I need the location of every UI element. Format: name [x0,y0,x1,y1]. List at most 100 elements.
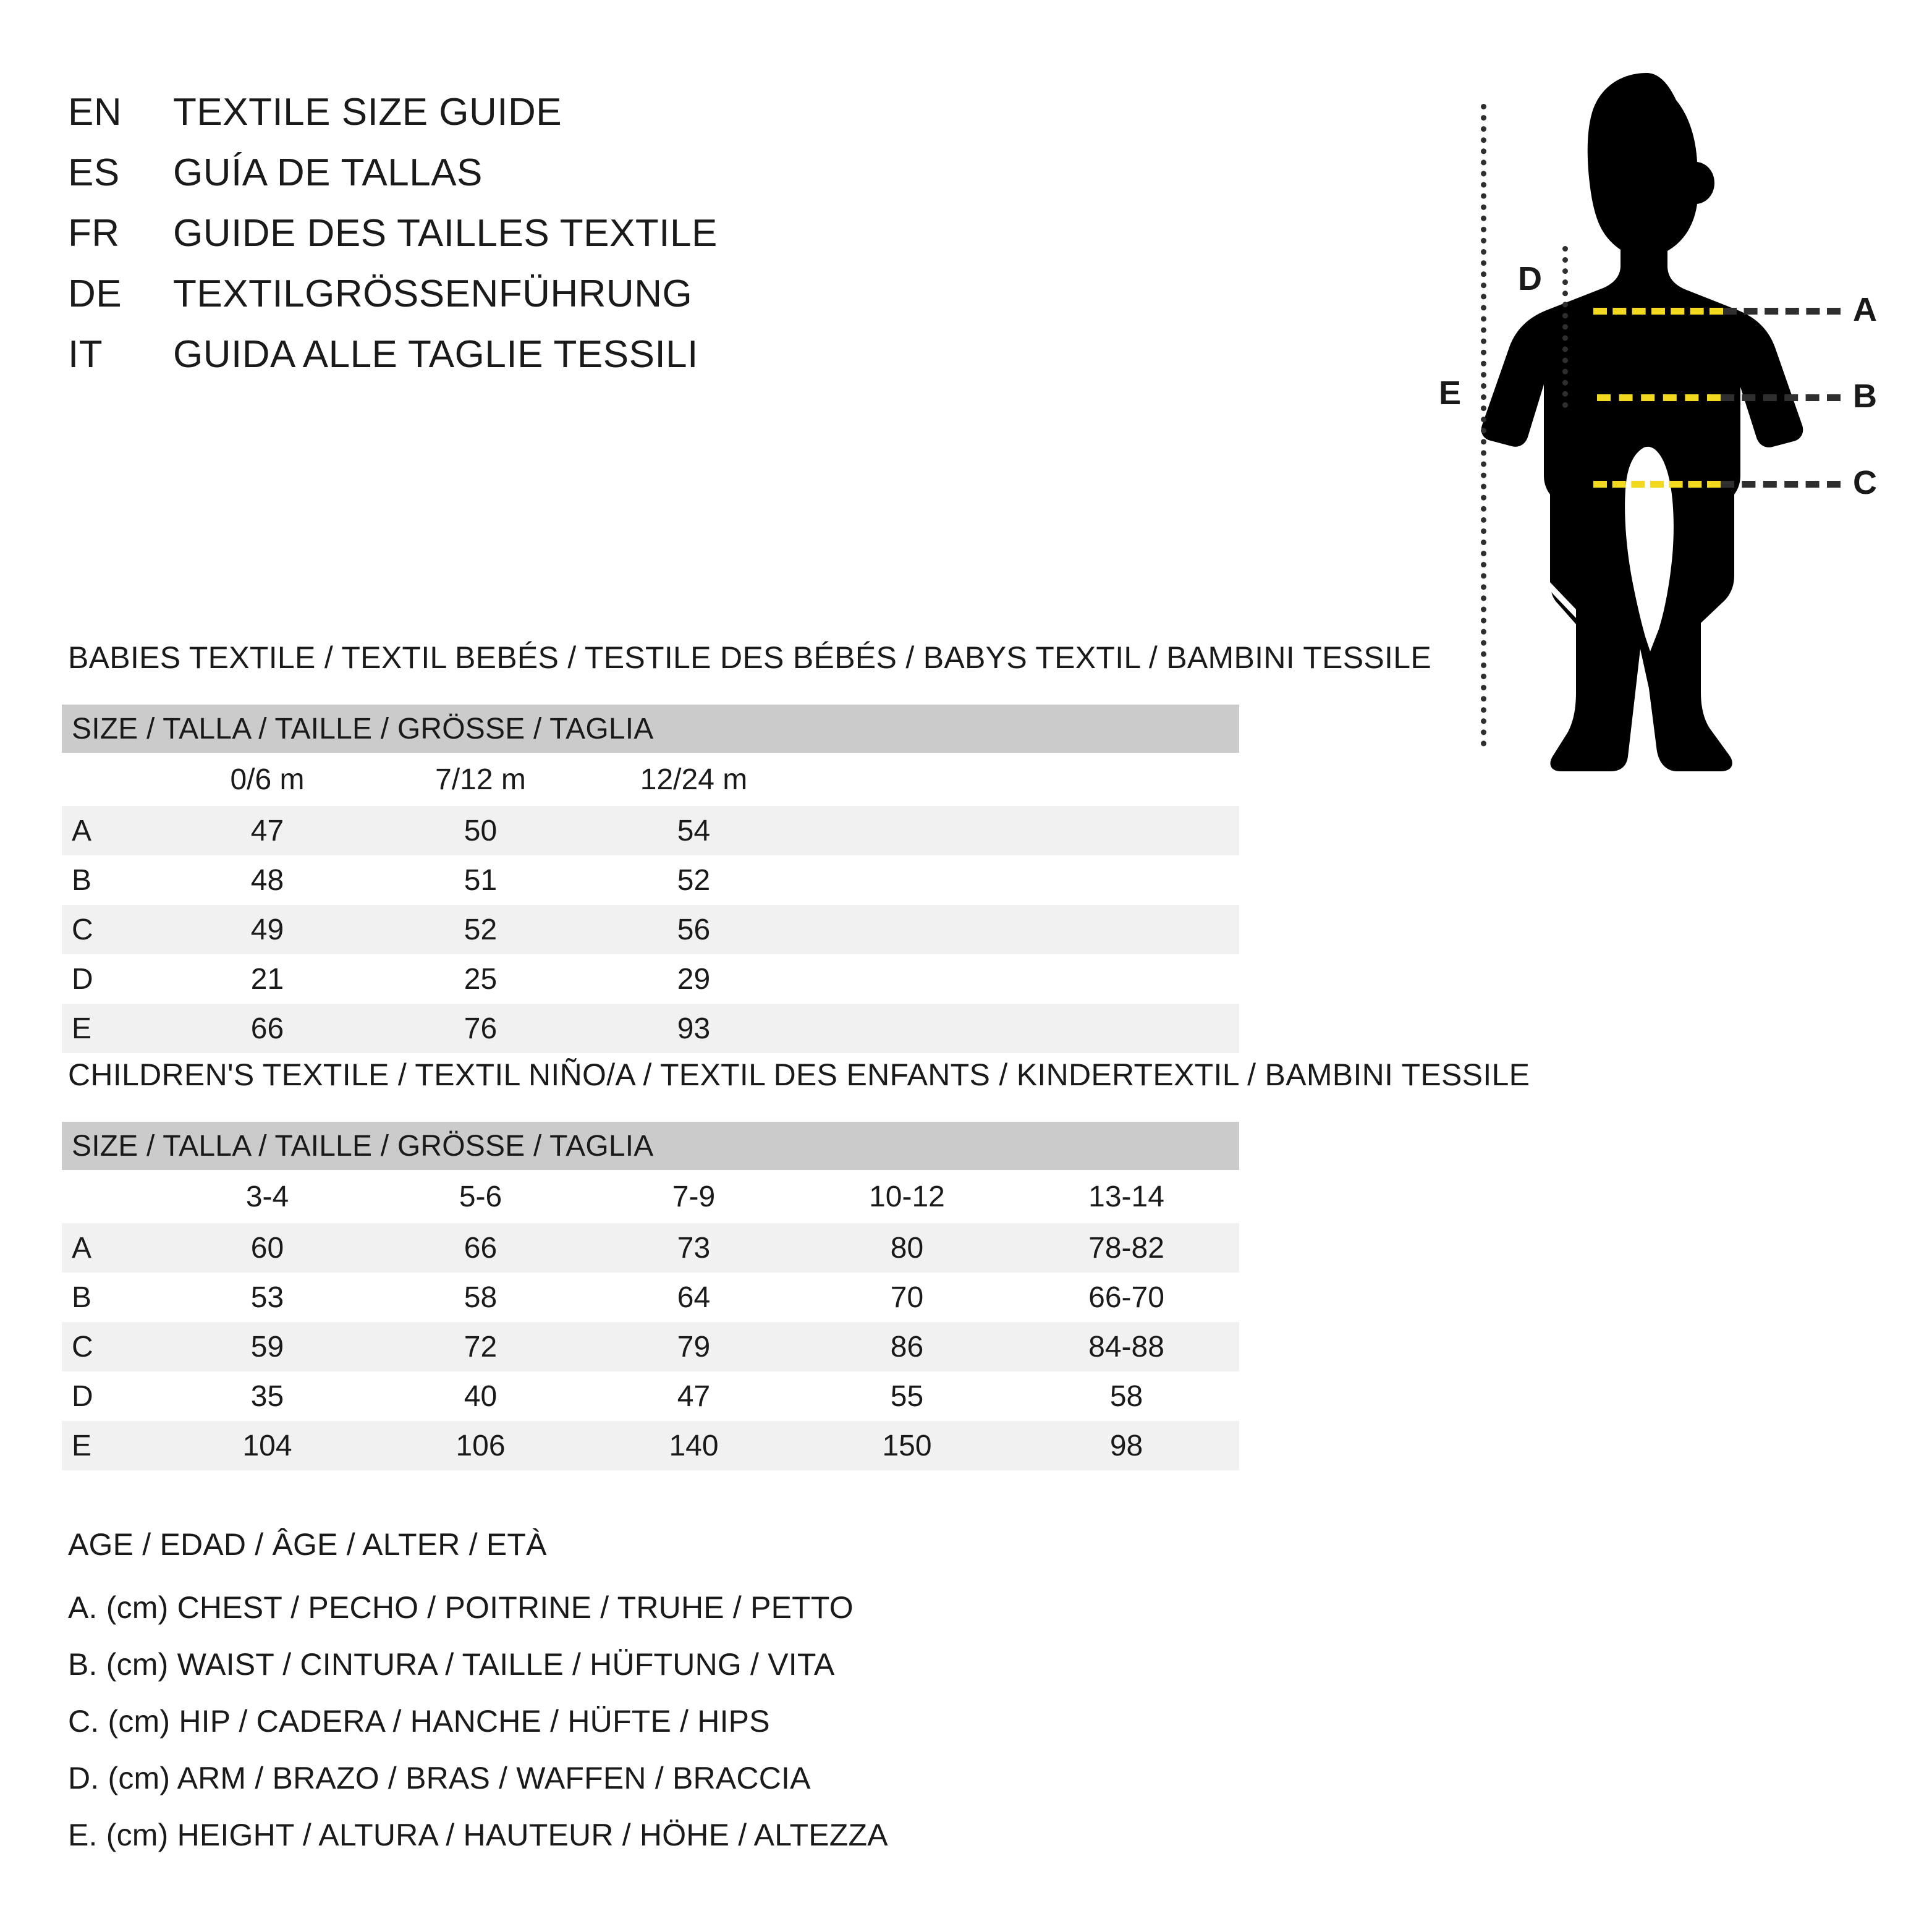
children-cell-e-1: 106 [374,1421,587,1470]
children-corner-cell [62,1170,161,1223]
language-code-it: IT [68,333,103,376]
children-cell-c-4: 84-88 [1014,1322,1240,1371]
babies-column-header-row: 0/6 m 7/12 m 12/24 m [62,753,1239,806]
children-row-label-b: B [72,1281,92,1314]
babies-cell-a-1: 50 [374,806,587,855]
babies-cell-a-2: 54 [587,806,800,855]
figure-label-a: A [1853,291,1877,328]
language-title-it: GUIDA ALLE TAGLIE TESSILI [173,333,698,376]
children-row-label-e: E [62,1421,161,1470]
babies-cell-b-pad [800,855,1239,905]
children-column-header-1: 5-6 [459,1180,502,1213]
table-row: E 104 106 140 150 98 [62,1421,1240,1470]
children-cell-b-0: 53 [250,1281,284,1314]
babies-size-table: SIZE / TALLA / TAILLE / GRÖSSE / TAGLIA … [62,705,1240,1053]
children-cell-b-2: 64 [677,1281,711,1314]
babies-column-header-1: 7/12 m [435,763,526,796]
children-section-title: CHILDREN'S TEXTILE / TEXTIL NIÑO/A / TEX… [68,1057,1530,1092]
children-size-table: SIZE / TALLA / TAILLE / GRÖSSE / TAGLIA … [62,1122,1240,1470]
measurement-legend: AGE / EDAD / ÂGE / ALTER / ETÀ A. (cm) C… [68,1527,888,1874]
legend-item-a: A. (cm) CHEST / PECHO / POITRINE / TRUHE… [68,1590,854,1625]
babies-cell-b-2: 52 [677,863,711,897]
arm-guide-line-d [1562,246,1568,408]
children-cell-d-4: 58 [1109,1379,1143,1413]
language-code-en: EN [68,91,122,133]
babies-column-header-pad [800,753,1239,806]
children-cell-c-0: 59 [161,1322,374,1371]
language-code-de: DE [68,273,122,315]
children-cell-a-3: 80 [800,1223,1014,1273]
babies-cell-c-pad [800,905,1240,954]
table-row: B 48 51 52 [62,855,1239,905]
babies-cell-c-2: 56 [587,905,800,954]
table-row: A 60 66 73 80 78-82 [62,1223,1240,1273]
children-cell-b-4: 66-70 [1088,1281,1164,1314]
figure-label-b: B [1853,378,1877,415]
language-row-de: DE TEXTILGRÖSSENFÜHRUNG [68,272,871,333]
waist-measure-line-b [1597,394,1721,401]
height-guide-line-e [1481,104,1486,747]
children-cell-e-2: 140 [587,1421,800,1470]
chest-measure-line-a [1593,308,1723,315]
babies-cell-d-pad [800,954,1239,1004]
children-column-header-0: 3-4 [245,1180,289,1213]
babies-column-header-2: 12/24 m [640,763,748,796]
language-row-it: IT GUIDA ALLE TAGLIE TESSILI [68,333,871,393]
children-row-label-d: D [72,1379,93,1413]
legend-item-c: C. (cm) HIP / CADERA / HANCHE / HÜFTE / … [68,1704,770,1739]
figure-label-d: D [1518,260,1542,297]
babies-size-header-row: SIZE / TALLA / TAILLE / GRÖSSE / TAGLIA [62,705,1240,753]
babies-cell-d-0: 21 [250,962,284,996]
table-row: D 21 25 29 [62,954,1239,1004]
children-cell-d-2: 47 [677,1379,711,1413]
babies-cell-e-0: 66 [161,1004,374,1053]
children-cell-c-3: 86 [800,1322,1014,1371]
children-cell-a-2: 73 [587,1223,800,1273]
table-row: C 59 72 79 86 84-88 [62,1322,1240,1371]
table-row: D 35 40 47 55 58 [62,1371,1239,1421]
children-cell-e-0: 104 [161,1421,374,1470]
legend-item-e: E. (cm) HEIGHT / ALTURA / HAUTEUR / HÖHE… [68,1818,888,1852]
children-cell-d-3: 55 [890,1379,924,1413]
babies-column-header-0: 0/6 m [230,763,305,796]
children-column-header-4: 13-14 [1088,1180,1164,1213]
children-size-header-row: SIZE / TALLA / TAILLE / GRÖSSE / TAGLIA [62,1122,1240,1170]
babies-corner-cell [62,753,161,806]
babies-row-label-a: A [62,806,161,855]
language-title-es: GUÍA DE TALLAS [173,151,483,194]
children-size-header-label: SIZE / TALLA / TAILLE / GRÖSSE / TAGLIA [62,1122,1240,1170]
table-row: C 49 52 56 [62,905,1240,954]
babies-section-title: BABIES TEXTILE / TEXTIL BEBÉS / TESTILE … [68,640,1431,675]
children-cell-d-1: 40 [464,1379,498,1413]
children-cell-c-2: 79 [587,1322,800,1371]
babies-cell-b-1: 51 [464,863,498,897]
language-row-en: EN TEXTILE SIZE GUIDE [68,90,871,151]
babies-cell-e-pad [800,1004,1240,1053]
children-cell-a-0: 60 [161,1223,374,1273]
hip-leader-line-c [1721,481,1841,488]
babies-row-label-b: B [72,863,92,897]
children-cell-e-4: 98 [1014,1421,1240,1470]
child-silhouette-icon [1481,73,1803,771]
babies-cell-d-2: 29 [677,962,711,996]
children-cell-c-1: 72 [374,1322,587,1371]
measurement-figure: E D A B C [1391,68,1922,773]
table-row: E 66 76 93 [62,1004,1240,1053]
language-code-es: ES [68,151,120,194]
children-cell-a-4: 78-82 [1014,1223,1240,1273]
language-header-block: EN TEXTILE SIZE GUIDE ES GUÍA DE TALLAS … [68,90,871,393]
babies-cell-d-1: 25 [464,962,498,996]
children-row-label-c: C [62,1322,161,1371]
babies-row-label-d: D [72,962,93,996]
table-row: B 53 58 64 70 66-70 [62,1273,1239,1322]
chest-leader-line-a [1723,308,1841,315]
babies-cell-a-0: 47 [161,806,374,855]
babies-size-header-label: SIZE / TALLA / TAILLE / GRÖSSE / TAGLIA [62,705,1240,753]
language-row-es: ES GUÍA DE TALLAS [68,151,871,211]
language-row-fr: FR GUIDE DES TAILLES TEXTILE [68,211,871,272]
children-column-header-row: 3-4 5-6 7-9 10-12 13-14 [62,1170,1239,1223]
legend-heading: AGE / EDAD / ÂGE / ALTER / ETÀ [68,1527,547,1562]
babies-cell-a-pad [800,806,1240,855]
language-title-de: TEXTILGRÖSSENFÜHRUNG [173,273,693,315]
babies-cell-c-0: 49 [161,905,374,954]
